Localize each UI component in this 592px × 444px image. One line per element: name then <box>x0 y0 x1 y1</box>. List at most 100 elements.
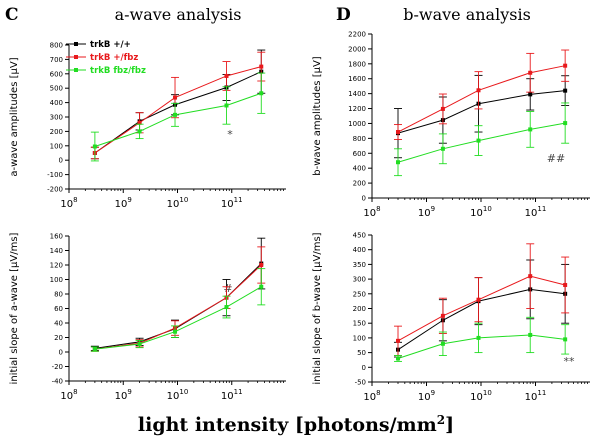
series-line <box>94 71 262 154</box>
data-point <box>92 144 97 149</box>
y-tick-label: 2200 <box>348 31 366 39</box>
y-tick-label: 1800 <box>348 60 366 68</box>
y-tick-label: 0 <box>59 157 63 165</box>
data-point <box>440 146 445 151</box>
x-tick-mantissa: 10 <box>363 392 376 403</box>
y-tick-label: 200 <box>353 180 366 188</box>
y-tick-label: 500 <box>50 85 63 93</box>
series-line <box>397 334 566 359</box>
x-axis-title-superscript: 2 <box>437 413 445 427</box>
data-point <box>224 73 229 78</box>
series-line <box>397 275 566 342</box>
x-tick-mantissa: 10 <box>418 392 431 403</box>
y-tick-label: 450 <box>353 232 366 240</box>
data-point <box>259 284 264 289</box>
series-trkb-fbz-fbz <box>90 268 266 352</box>
x-tick-mantissa: 10 <box>167 391 180 402</box>
y-tick-label: 60 <box>54 305 63 313</box>
series-trkb-fbz <box>394 49 570 140</box>
significance-annotation: * <box>227 128 233 141</box>
x-tick-label: 109 <box>418 205 435 219</box>
data-point <box>259 64 264 69</box>
data-point <box>440 341 445 346</box>
x-tick-exponent: 11 <box>537 205 546 213</box>
series-trkb- <box>394 259 570 358</box>
y-axis-label: b-wave amplitudes [μV] <box>312 56 323 176</box>
series-trkb- <box>90 237 266 351</box>
x-tick-exponent: 10 <box>483 389 492 397</box>
x-tick-exponent: 10 <box>179 388 188 396</box>
data-point <box>563 337 568 342</box>
x-tick-exponent: 9 <box>127 196 131 204</box>
data-point <box>396 356 401 361</box>
x-tick-mantissa: 10 <box>470 392 483 403</box>
x-tick-exponent: 8 <box>376 389 380 397</box>
x-tick-exponent: 9 <box>431 205 435 213</box>
y-tick-label: 140 <box>50 247 63 255</box>
data-point <box>476 297 481 302</box>
significance-annotation: ** <box>564 355 576 368</box>
data-point <box>528 332 533 337</box>
series-trkb-fbz <box>394 243 570 356</box>
data-point <box>528 92 533 97</box>
x-tick-label: 1011 <box>221 388 243 402</box>
x-tick-label: 1010 <box>167 196 189 210</box>
data-point <box>259 91 264 96</box>
x-tick-mantissa: 10 <box>60 391 73 402</box>
x-tick-mantissa: 10 <box>60 199 73 210</box>
x-tick-mantissa: 10 <box>115 199 128 210</box>
y-tick-label: 100 <box>50 276 63 284</box>
y-tick-label: 160 <box>50 233 63 241</box>
legend-label: trkB +/fbz <box>90 53 138 63</box>
y-tick-label: -40 <box>52 378 63 386</box>
legend-marker <box>74 55 78 59</box>
data-point <box>563 121 568 126</box>
x-tick-label: 1010 <box>470 205 492 219</box>
x-tick-mantissa: 10 <box>221 199 234 210</box>
data-point <box>476 88 481 93</box>
y-tick-label: 40 <box>54 320 63 328</box>
x-tick-exponent: 8 <box>73 196 77 204</box>
x-tick-mantissa: 10 <box>363 208 376 219</box>
x-tick-label: 1011 <box>221 196 243 210</box>
x-tick-label: 108 <box>363 205 380 219</box>
y-tick-label: 300 <box>353 276 366 284</box>
chart-panel-d: 0 200 400 600 800 1000 1200 1400 1600 1800 2000 220… <box>312 5 590 219</box>
y-tick-label: 1200 <box>348 105 366 113</box>
x-tick-label: 1011 <box>525 205 547 219</box>
series-trkb-fbz-fbz <box>90 72 266 162</box>
y-tick-label: 2000 <box>348 45 366 53</box>
x-tick-exponent: 9 <box>127 388 131 396</box>
x-tick-label: 1010 <box>167 388 189 402</box>
chart-title: b-wave analysis <box>403 5 531 24</box>
series-line <box>397 122 566 163</box>
x-tick-mantissa: 10 <box>525 392 538 403</box>
data-point <box>396 130 401 135</box>
y-tick-label: 200 <box>353 305 366 313</box>
x-tick-exponent: 10 <box>483 205 492 213</box>
x-tick-mantissa: 10 <box>470 208 483 219</box>
x-tick-label: 109 <box>115 196 132 210</box>
data-point <box>137 342 142 347</box>
x-tick-exponent: 9 <box>431 389 435 397</box>
x-tick-mantissa: 10 <box>221 391 234 402</box>
series-line <box>94 286 262 350</box>
series-line <box>94 92 262 147</box>
y-tick-label: 600 <box>353 150 366 158</box>
y-tick-label: 0 <box>362 195 366 203</box>
y-tick-label: 250 <box>353 290 366 298</box>
series-trkb-fbz-fbz <box>394 102 570 177</box>
data-point <box>173 329 178 334</box>
data-point <box>563 282 568 287</box>
data-point <box>396 338 401 343</box>
data-point <box>476 138 481 143</box>
y-tick-label: 300 <box>50 114 63 122</box>
x-axis-title: light intensity [photons/mm2] <box>138 413 454 436</box>
series-trkb-fbz <box>90 246 266 352</box>
legend: trkB +/+ trkB +/fbz trkB fbz/fbz <box>66 40 146 76</box>
data-point <box>563 88 568 93</box>
x-tick-exponent: 8 <box>73 388 77 396</box>
y-axis-label: initial slope of b-wave [μV/ms] <box>312 232 323 384</box>
